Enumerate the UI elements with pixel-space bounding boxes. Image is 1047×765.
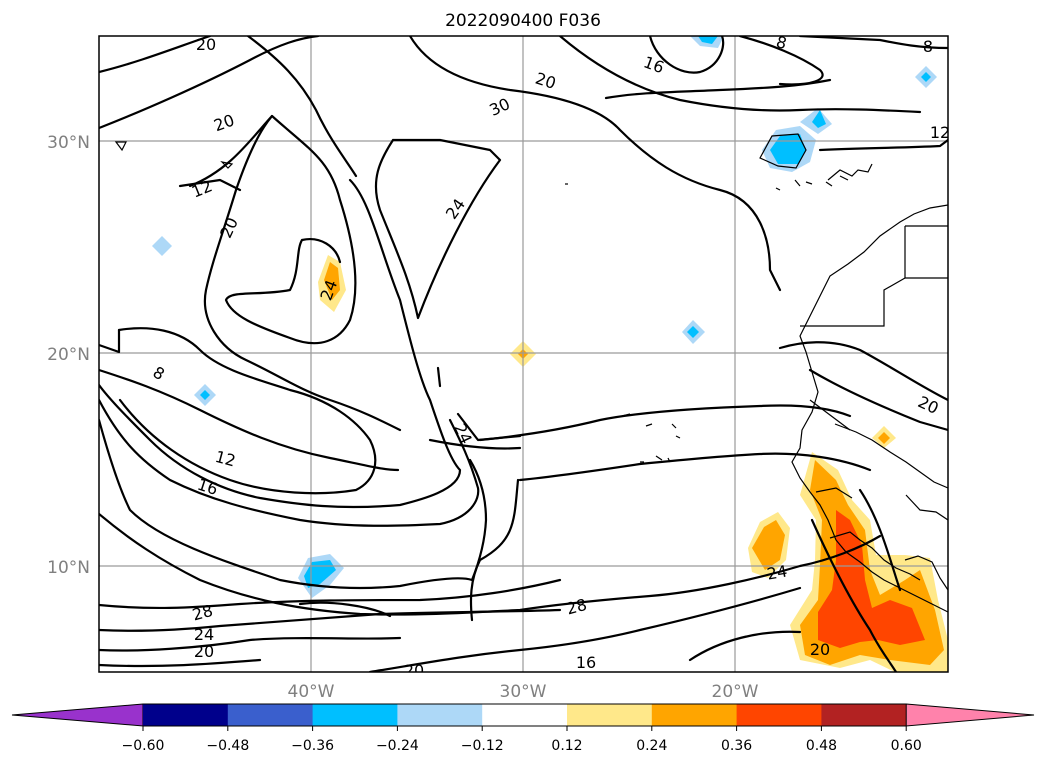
colorbar-tick-label: −0.24 bbox=[376, 738, 419, 754]
lat-label-30n: 30°N bbox=[47, 133, 90, 153]
colorbar-tick-label: 0.48 bbox=[806, 738, 837, 754]
contour-label: 12 bbox=[213, 447, 238, 471]
colorbar-segment bbox=[482, 704, 568, 726]
map-area: 20 16 20 8 8 30 20 12 12 20 24 24 8 12 1… bbox=[99, 35, 950, 680]
shaded-field bbox=[152, 36, 948, 672]
contour-label: 24 bbox=[194, 625, 214, 644]
colorbar-segment bbox=[567, 704, 653, 726]
contour-label: 24 bbox=[765, 561, 788, 583]
contour-label: 20 bbox=[810, 640, 830, 659]
colorbar-segment bbox=[821, 704, 907, 726]
contour-label: 16 bbox=[576, 653, 596, 672]
lat-label-20n: 20°N bbox=[47, 345, 90, 365]
map-frame bbox=[98, 35, 949, 673]
colorbar-tick-label: 0.60 bbox=[891, 738, 922, 754]
colorbar-tick-label: 0.36 bbox=[721, 738, 752, 754]
coastlines bbox=[114, 133, 948, 613]
colorbar-outline bbox=[143, 703, 907, 727]
colorbar-extend-high bbox=[905, 703, 1035, 727]
contour-label: 12 bbox=[930, 123, 950, 142]
longitude-labels: 40°W 30°W 20°W bbox=[288, 682, 759, 702]
colorbar-tick-label: 0.24 bbox=[636, 738, 667, 754]
colorbar-tick-label: −0.12 bbox=[461, 738, 504, 754]
lon-label-40w: 40°W bbox=[288, 682, 335, 702]
contours bbox=[99, 36, 948, 672]
colorbar-segment bbox=[312, 704, 398, 726]
colorbar: −0.60 −0.48 −0.36 −0.24 −0.12 0.12 0.24 0.36 0.4… bbox=[11, 703, 1035, 754]
colorbar-segment bbox=[143, 704, 229, 726]
colorbar-tick-label: −0.36 bbox=[291, 738, 334, 754]
colorbar-extend-low bbox=[11, 703, 144, 727]
colorbar-segment bbox=[651, 704, 738, 726]
colorbar-tick-label: −0.48 bbox=[206, 738, 249, 754]
contour-label: 20 bbox=[404, 661, 424, 680]
colorbar-segment bbox=[736, 704, 822, 726]
contour-label: 20 bbox=[194, 642, 214, 661]
contour-label: 8 bbox=[923, 37, 933, 56]
lat-label-10n: 10°N bbox=[47, 558, 90, 578]
lon-label-30w: 30°W bbox=[500, 682, 547, 702]
plot-title: 2022090400 F036 bbox=[445, 11, 601, 31]
contour-label: 20 bbox=[196, 35, 216, 54]
contour-label: 28 bbox=[190, 601, 215, 625]
colorbar-tick-label: 0.12 bbox=[551, 738, 582, 754]
colorbar-tick-label: −0.60 bbox=[122, 738, 165, 754]
latitude-labels: 30°N 20°N 10°N bbox=[47, 133, 90, 578]
contour-label: 28 bbox=[564, 595, 589, 619]
colorbar-segment bbox=[397, 704, 483, 726]
colorbar-segment bbox=[227, 704, 314, 726]
lon-label-20w: 20°W bbox=[712, 682, 759, 702]
